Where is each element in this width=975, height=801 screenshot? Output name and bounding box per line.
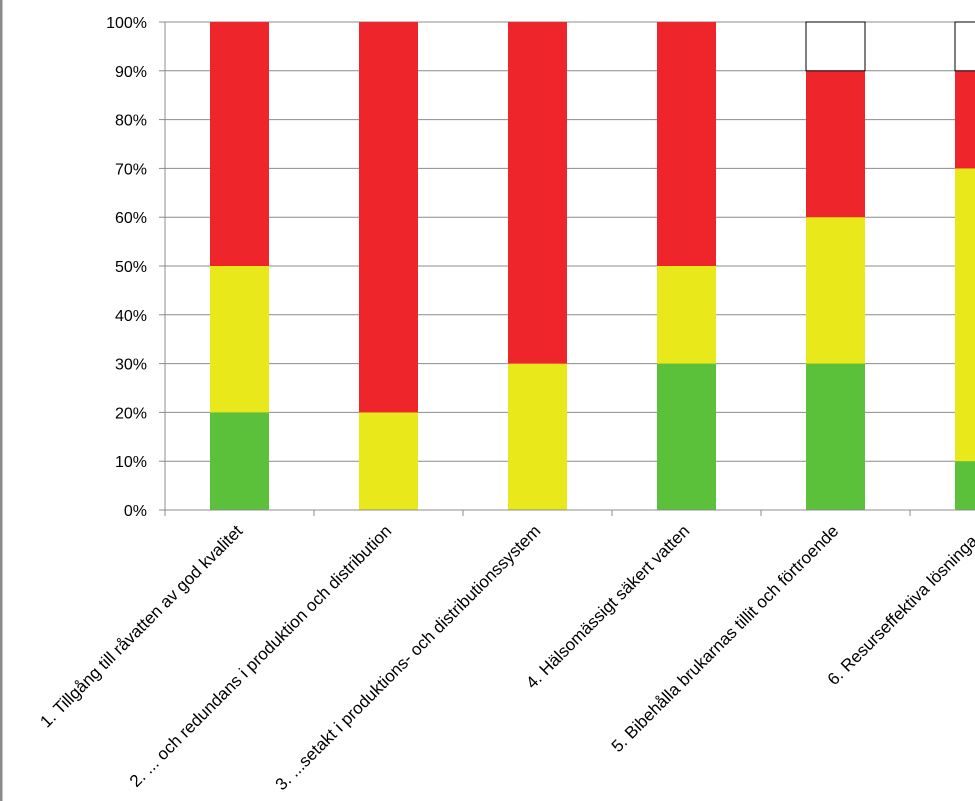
y-tick-label: 60% [115,210,147,227]
bar-segment [805,21,866,72]
bar-segment [954,21,975,72]
y-tick-label: 80% [115,113,147,130]
bar-segment [210,266,269,413]
y-tick-label: 20% [115,405,147,422]
bar-segment [657,363,716,510]
bar-segment [806,363,865,510]
bar-segment [508,363,567,510]
y-tick-label: 90% [115,64,147,81]
bar-segment [508,22,567,364]
y-tick-label: 50% [115,259,147,276]
bars [210,21,975,510]
y-tick-label: 30% [115,357,147,374]
axes [159,21,975,516]
bar-segment [210,22,269,266]
bar-segment [806,217,865,364]
bar-segment [955,461,975,510]
bar-segment [955,70,975,169]
bar-segment [359,412,418,510]
bar-segment [955,168,975,462]
bar-segment [210,412,269,510]
y-tick-label: 10% [115,454,147,471]
y-tick-label: 40% [115,308,147,325]
bar-segment [657,266,716,364]
y-tick-label: 0% [124,503,147,520]
bar-segment [657,22,716,266]
bar-segment [806,70,865,218]
y-tick-label: 70% [115,161,147,178]
bar-segment [359,22,418,413]
y-tick-label: 100% [106,15,147,32]
